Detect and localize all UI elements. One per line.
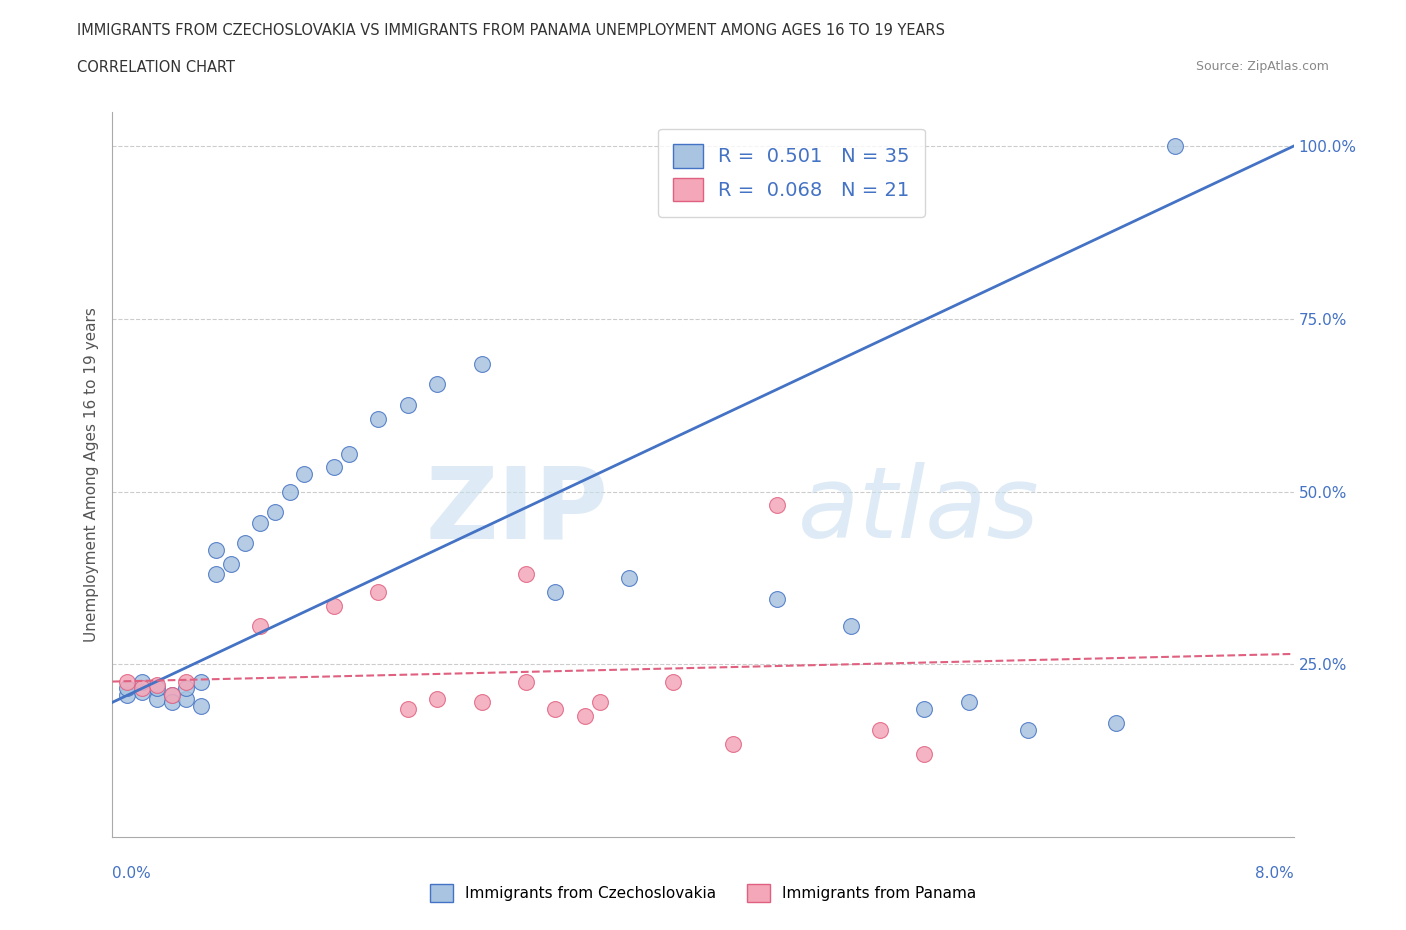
Point bbox=[146, 678, 169, 693]
Point bbox=[426, 377, 449, 392]
Point bbox=[292, 467, 315, 482]
Point bbox=[174, 681, 197, 696]
Text: atlas: atlas bbox=[797, 462, 1039, 559]
Point bbox=[396, 702, 419, 717]
Point bbox=[662, 674, 685, 689]
Point bbox=[1017, 723, 1039, 737]
Legend: Immigrants from Czechoslovakia, Immigrants from Panama: Immigrants from Czechoslovakia, Immigran… bbox=[423, 878, 983, 909]
Point bbox=[765, 591, 787, 606]
Point bbox=[396, 398, 419, 413]
Point bbox=[544, 584, 567, 599]
Point bbox=[174, 674, 197, 689]
Point bbox=[957, 695, 980, 710]
Point bbox=[249, 515, 271, 530]
Point bbox=[249, 618, 271, 633]
Point bbox=[264, 505, 287, 520]
Point bbox=[721, 737, 744, 751]
Text: Source: ZipAtlas.com: Source: ZipAtlas.com bbox=[1195, 60, 1329, 73]
Point bbox=[367, 584, 389, 599]
Point bbox=[367, 412, 389, 427]
Point bbox=[574, 709, 596, 724]
Point bbox=[619, 570, 641, 585]
Text: 0.0%: 0.0% bbox=[112, 866, 152, 881]
Point bbox=[190, 698, 212, 713]
Point bbox=[146, 691, 169, 706]
Point bbox=[131, 681, 153, 696]
Point bbox=[471, 695, 494, 710]
Point bbox=[323, 598, 346, 613]
Point bbox=[205, 567, 228, 582]
Point bbox=[765, 498, 787, 512]
Point bbox=[426, 691, 449, 706]
Y-axis label: Unemployment Among Ages 16 to 19 years: Unemployment Among Ages 16 to 19 years bbox=[83, 307, 98, 642]
Text: ZIP: ZIP bbox=[426, 462, 609, 559]
Point bbox=[839, 618, 862, 633]
Text: 8.0%: 8.0% bbox=[1254, 866, 1294, 881]
Legend: R =  0.501   N = 35, R =  0.068   N = 21: R = 0.501 N = 35, R = 0.068 N = 21 bbox=[658, 128, 925, 217]
Point bbox=[544, 702, 567, 717]
Point bbox=[471, 356, 494, 371]
Point bbox=[233, 536, 256, 551]
Point bbox=[117, 674, 138, 689]
Point bbox=[278, 485, 301, 499]
Point bbox=[160, 688, 183, 703]
Point bbox=[117, 688, 138, 703]
Text: CORRELATION CHART: CORRELATION CHART bbox=[77, 60, 235, 75]
Point bbox=[146, 681, 169, 696]
Point bbox=[914, 702, 936, 717]
Point bbox=[160, 695, 183, 710]
Point bbox=[588, 695, 610, 710]
Point bbox=[205, 543, 228, 558]
Point bbox=[174, 691, 197, 706]
Text: IMMIGRANTS FROM CZECHOSLOVAKIA VS IMMIGRANTS FROM PANAMA UNEMPLOYMENT AMONG AGES: IMMIGRANTS FROM CZECHOSLOVAKIA VS IMMIGR… bbox=[77, 23, 945, 38]
Point bbox=[219, 557, 242, 572]
Point bbox=[1164, 139, 1187, 153]
Point bbox=[160, 688, 183, 703]
Point bbox=[131, 674, 153, 689]
Point bbox=[131, 684, 153, 699]
Point bbox=[190, 674, 212, 689]
Point bbox=[337, 446, 360, 461]
Point bbox=[117, 681, 138, 696]
Point bbox=[914, 747, 936, 762]
Point bbox=[869, 723, 891, 737]
Point bbox=[323, 460, 346, 475]
Point bbox=[515, 567, 537, 582]
Point bbox=[515, 674, 537, 689]
Point bbox=[1105, 715, 1128, 730]
